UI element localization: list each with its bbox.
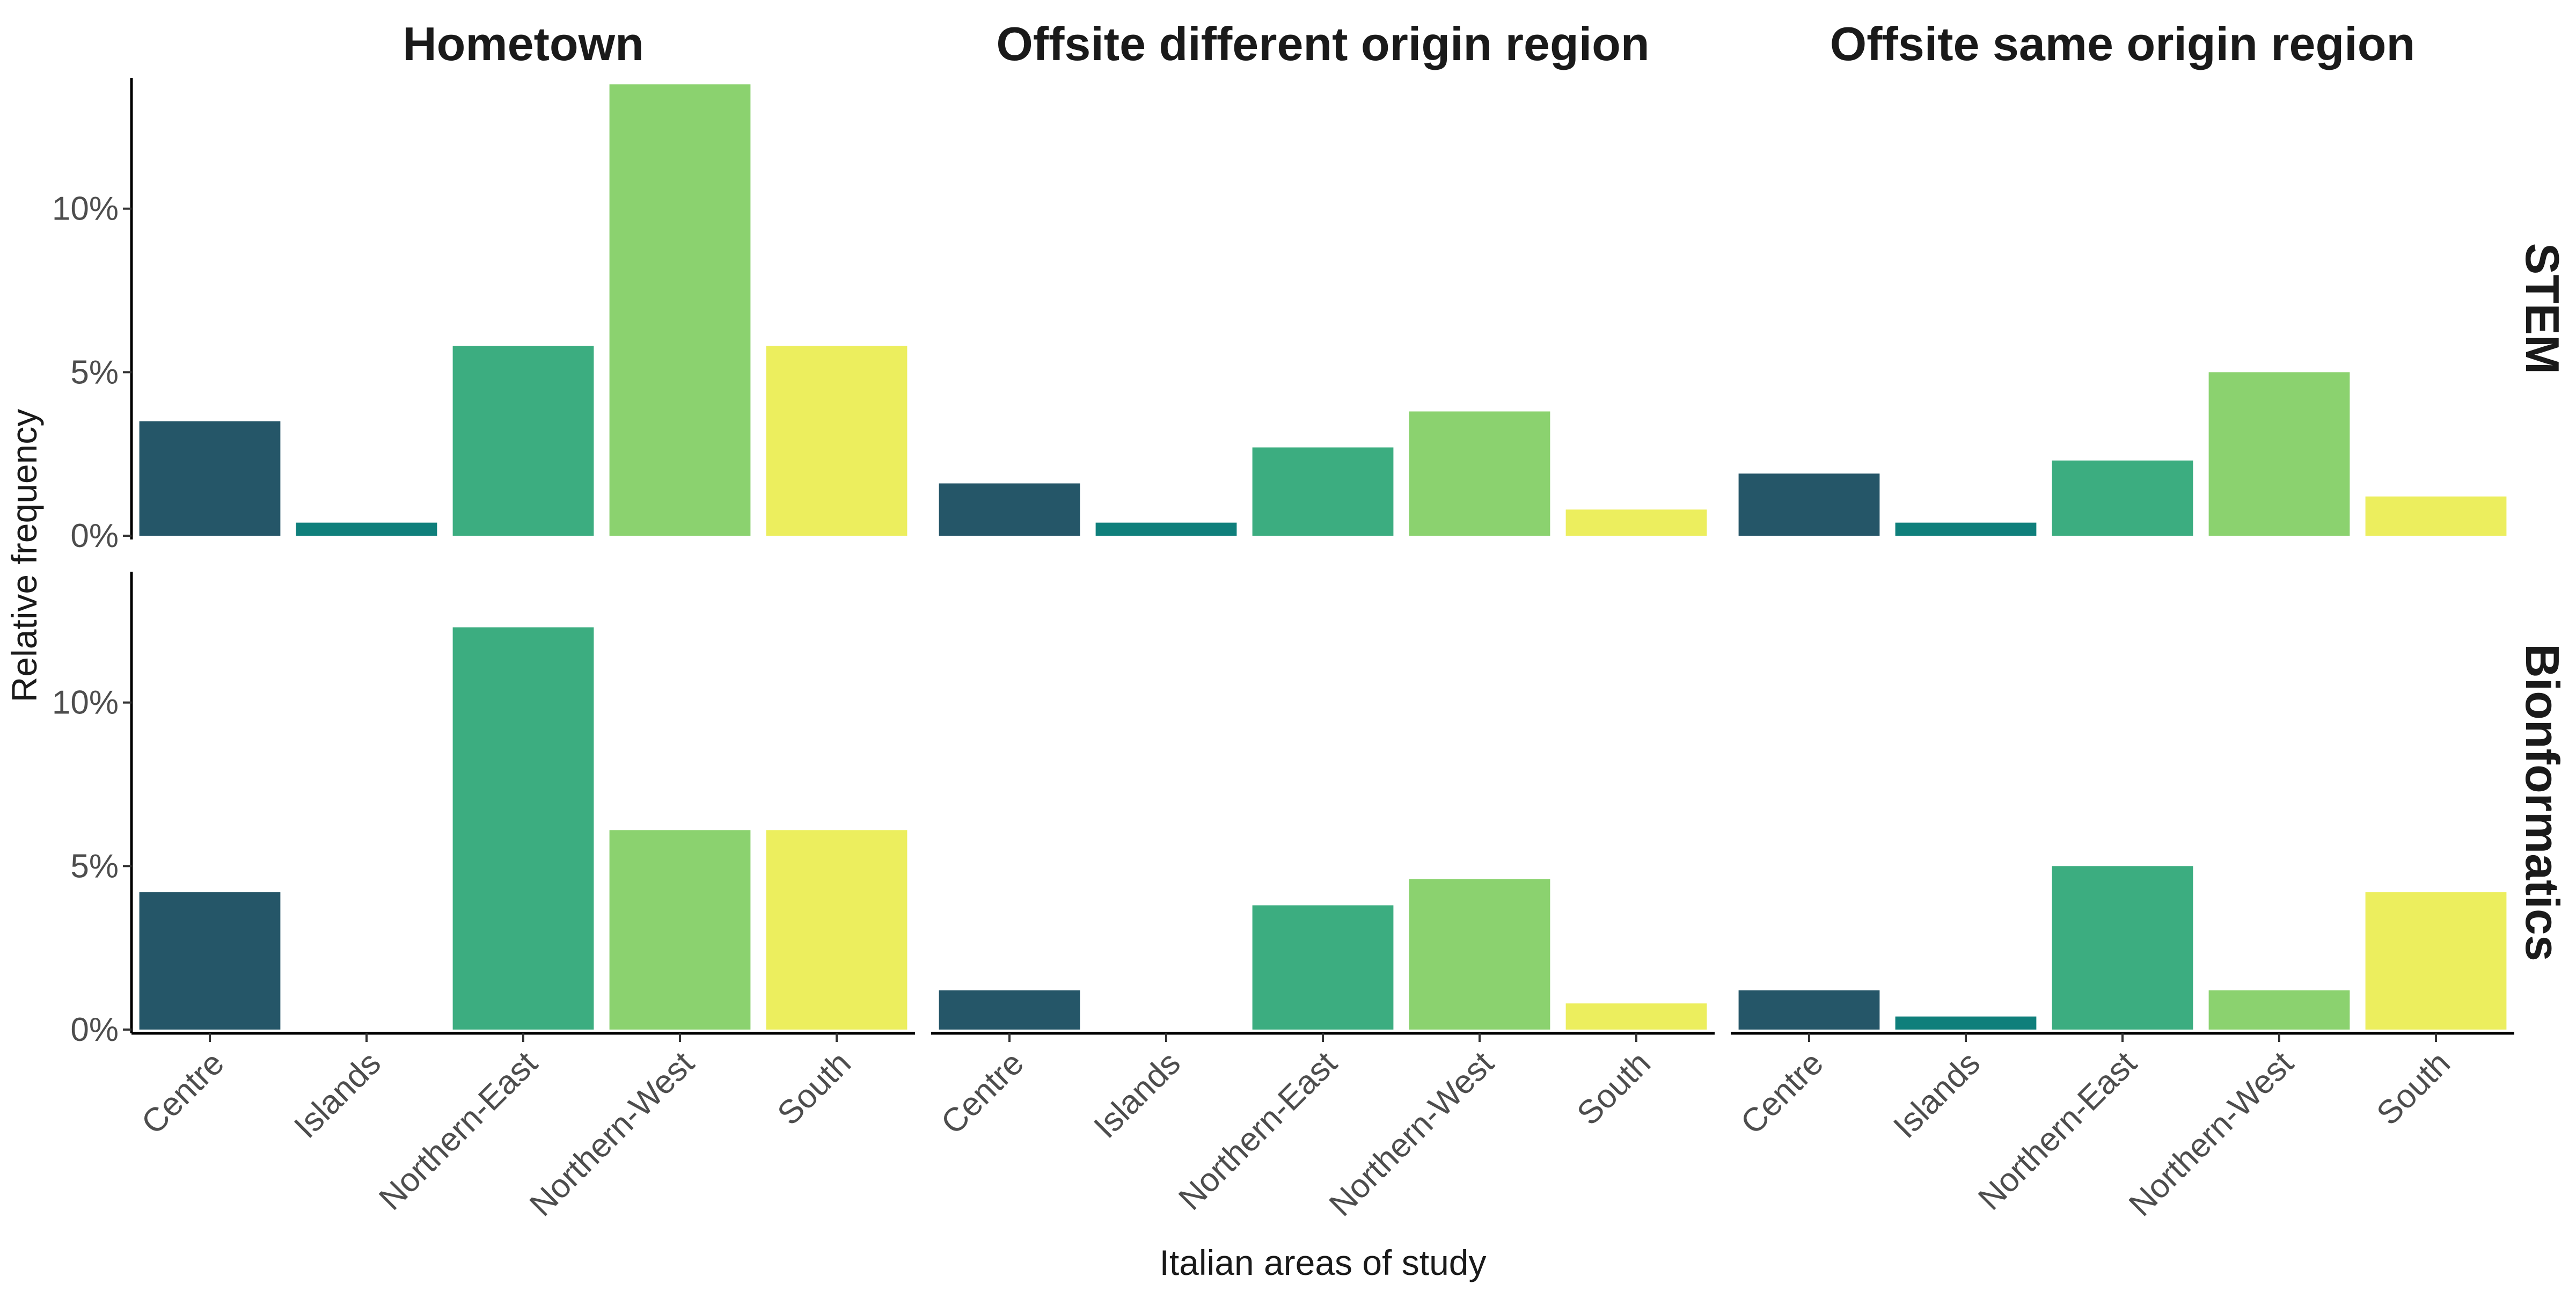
x-tick-label-hometown-northern-west: Northern-West	[523, 1045, 701, 1223]
bar-stem-offsite-different-origin-region-northern-west	[1409, 411, 1550, 536]
bar-bionformatics-offsite-same-origin-region-northern-west	[2208, 990, 2350, 1030]
bar-bionformatics-offsite-same-origin-region-centre	[1738, 990, 1880, 1030]
column-title-hometown: Hometown	[402, 17, 644, 70]
bar-stem-hometown-northern-east	[452, 346, 594, 536]
bar-stem-offsite-different-origin-region-centre	[939, 483, 1080, 536]
y-tick-label-stem-0: 0%	[70, 517, 119, 555]
x-tick-label-offsite-same-origin-region-northern-east: Northern-East	[1971, 1045, 2144, 1217]
x-tick-label-hometown-centre: Centre	[135, 1045, 231, 1141]
y-tick-label-stem-10: 10%	[52, 191, 119, 228]
bar-bionformatics-hometown-northern-west	[609, 830, 751, 1030]
row-strip-stem: STEM	[2516, 243, 2569, 374]
bar-stem-hometown-south	[766, 346, 908, 536]
bar-bionformatics-offsite-different-origin-region-south	[1565, 1003, 1707, 1030]
bar-bionformatics-offsite-different-origin-region-northern-west	[1409, 879, 1550, 1030]
bar-stem-offsite-same-origin-region-northern-east	[2052, 460, 2193, 536]
y-tick-label-bionformatics-5: 5%	[70, 848, 119, 885]
bar-bionformatics-hometown-centre	[139, 892, 281, 1030]
x-axis-title: Italian areas of study	[1159, 1243, 1486, 1282]
x-tick-label-offsite-different-origin-region-south: South	[1570, 1045, 1658, 1132]
bar-stem-offsite-same-origin-region-islands	[1895, 522, 2037, 536]
bar-bionformatics-offsite-different-origin-region-northern-east	[1252, 905, 1394, 1030]
x-tick-label-hometown-south: South	[771, 1045, 858, 1132]
x-tick-label-offsite-same-origin-region-islands: Islands	[1886, 1045, 1987, 1146]
bar-bionformatics-hometown-south	[766, 830, 908, 1030]
y-axis-title: Relative frequency	[4, 409, 44, 703]
x-tick-label-offsite-same-origin-region-centre: Centre	[1734, 1045, 1831, 1141]
y-tick-label-stem-5: 5%	[70, 354, 119, 391]
x-tick-label-offsite-different-origin-region-islands: Islands	[1087, 1045, 1188, 1146]
bar-stem-hometown-northern-west	[609, 84, 751, 536]
x-tick-label-offsite-same-origin-region-south: South	[2370, 1045, 2457, 1132]
x-tick-label-offsite-different-origin-region-northern-west: Northern-West	[1322, 1045, 1501, 1223]
x-tick-label-offsite-different-origin-region-northern-east: Northern-East	[1172, 1045, 1344, 1217]
bar-stem-offsite-same-origin-region-south	[2365, 496, 2507, 536]
bar-bionformatics-offsite-same-origin-region-islands	[1895, 1016, 2037, 1030]
bar-stem-hometown-islands	[296, 522, 437, 536]
y-tick-label-bionformatics-0: 0%	[70, 1011, 119, 1048]
x-tick-label-hometown-northern-east: Northern-East	[372, 1045, 545, 1217]
bar-bionformatics-offsite-same-origin-region-south	[2365, 892, 2507, 1030]
row-strip-bionformatics: Bionformatics	[2516, 644, 2569, 961]
x-tick-label-offsite-same-origin-region-northern-west: Northern-West	[2122, 1045, 2301, 1223]
bar-stem-offsite-different-origin-region-islands	[1095, 522, 1237, 536]
bar-stem-offsite-same-origin-region-northern-west	[2208, 372, 2350, 536]
column-title-offsite-same-origin-region: Offsite same origin region	[1830, 17, 2415, 70]
bar-stem-offsite-same-origin-region-centre	[1738, 473, 1880, 536]
bar-stem-hometown-centre	[139, 421, 281, 536]
x-tick-label-offsite-different-origin-region-centre: Centre	[934, 1045, 1031, 1141]
bar-bionformatics-offsite-different-origin-region-centre	[939, 990, 1080, 1030]
bar-stem-offsite-different-origin-region-northern-east	[1252, 447, 1394, 536]
x-tick-label-hometown-islands: Islands	[287, 1045, 388, 1146]
bar-bionformatics-offsite-same-origin-region-northern-east	[2052, 866, 2193, 1030]
bar-bionformatics-hometown-northern-east	[452, 627, 594, 1030]
bar-stem-offsite-different-origin-region-south	[1565, 509, 1707, 536]
column-title-offsite-different-origin-region: Offsite different origin region	[996, 17, 1649, 70]
y-tick-label-bionformatics-10: 10%	[52, 684, 119, 721]
